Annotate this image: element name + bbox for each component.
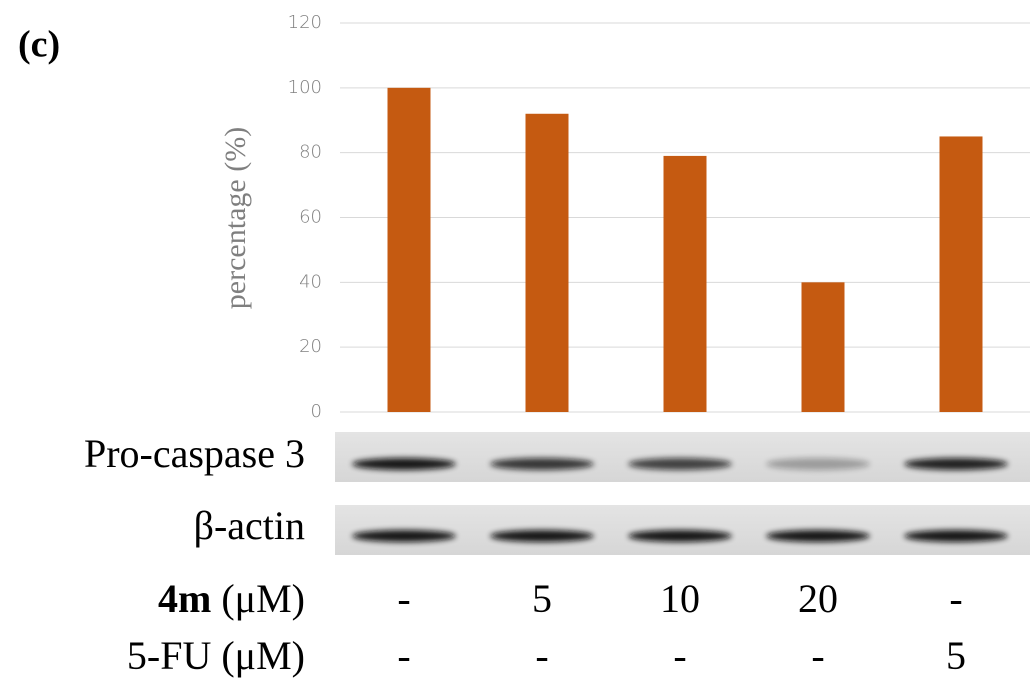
blot-band [766, 530, 870, 542]
y-tick-label: 40 [299, 271, 322, 292]
treatment-value: - [673, 633, 686, 678]
y-tick-label: 0 [311, 401, 322, 422]
y-tick-label: 80 [299, 142, 322, 163]
blot-band [352, 530, 456, 542]
bar [387, 87, 431, 412]
blot-band [352, 458, 456, 470]
bar [801, 282, 845, 412]
y-tick-label: 60 [299, 207, 322, 228]
blot-band [628, 530, 732, 542]
blot-band [904, 458, 1008, 470]
panel-label: (c) [18, 24, 60, 66]
treatment-value: 5 [532, 576, 552, 621]
treatment-value: - [949, 576, 962, 621]
treatment-label-unit: 5-FU (μM) [127, 633, 305, 678]
treatment-label: 5-FU (μM) [127, 633, 305, 678]
treatment-value: - [811, 633, 824, 678]
treatment-value: 10 [660, 576, 700, 621]
treatment-value: - [535, 633, 548, 678]
blot-panel [335, 432, 1030, 482]
y-tick-label: 100 [288, 77, 322, 98]
blot-band [628, 458, 732, 470]
treatment-label-bold: 4m [158, 576, 211, 621]
bar [663, 155, 707, 413]
treatment-value: - [397, 576, 410, 621]
treatment-value: 20 [798, 576, 838, 621]
bar [525, 113, 569, 413]
blot-panel [335, 505, 1030, 555]
blot-band [904, 530, 1008, 542]
treatment-value: - [397, 633, 410, 678]
bar [939, 136, 983, 413]
treatment-label-unit: (μM) [221, 576, 305, 621]
y-tick-label: 20 [299, 336, 322, 357]
blot-band [490, 530, 594, 542]
blot-label: β-actin [194, 503, 305, 548]
y-axis-label: percentage (%) [219, 127, 252, 309]
blot-label: Pro-caspase 3 [84, 431, 305, 476]
blot-band [766, 458, 870, 470]
treatment-label: 4m (μM) [158, 576, 305, 621]
treatment-label-space [211, 576, 221, 621]
blot-band [490, 458, 594, 470]
y-tick-label: 120 [288, 12, 322, 33]
treatment-value: 5 [946, 633, 966, 678]
